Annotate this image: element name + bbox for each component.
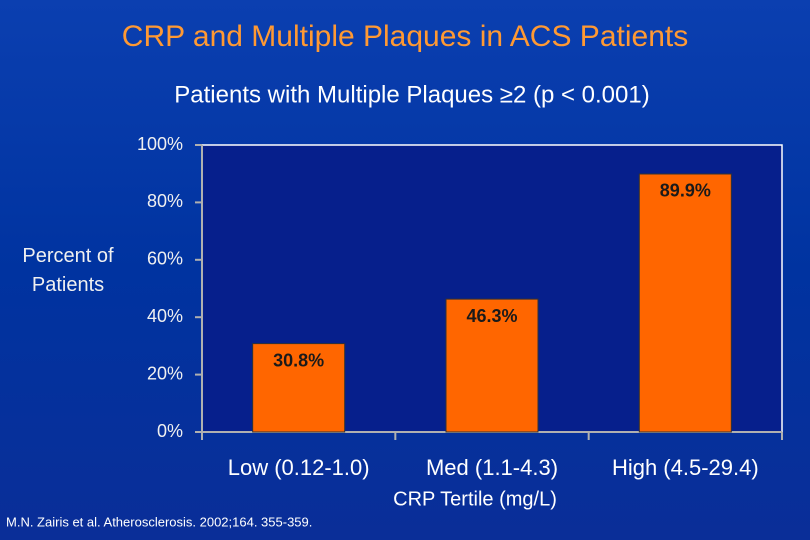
y-tick-label: 0% <box>157 421 183 441</box>
y-tick-label: 80% <box>147 191 183 211</box>
y-tick-label: 20% <box>147 363 183 383</box>
value-label: 89.9% <box>660 181 711 201</box>
y-tick-label: 60% <box>147 249 183 269</box>
bar <box>445 298 539 433</box>
x-tick-label: Med (1.1-4.3) <box>426 455 558 480</box>
x-tick-label: High (4.5-29.4) <box>612 455 759 480</box>
value-label: 46.3% <box>466 306 517 326</box>
value-label: 30.8% <box>273 350 324 370</box>
bar <box>252 343 346 433</box>
bar <box>638 173 732 433</box>
x-axis-label: CRP Tertile (mg/L) <box>393 488 557 510</box>
chart-title: CRP and Multiple Plaques in ACS Patients <box>122 20 688 53</box>
footnote: M.N. Zairis et al. Atherosclerosis. 2002… <box>6 514 312 529</box>
x-tick-label: Low (0.12-1.0) <box>228 455 370 480</box>
chart-subtitle: Patients with Multiple Plaques ≥2 (p < 0… <box>174 81 649 108</box>
y-tick-label: 100% <box>137 134 183 154</box>
y-axis-label: Percent of Patients <box>22 245 114 296</box>
y-tick-label: 40% <box>147 306 183 326</box>
